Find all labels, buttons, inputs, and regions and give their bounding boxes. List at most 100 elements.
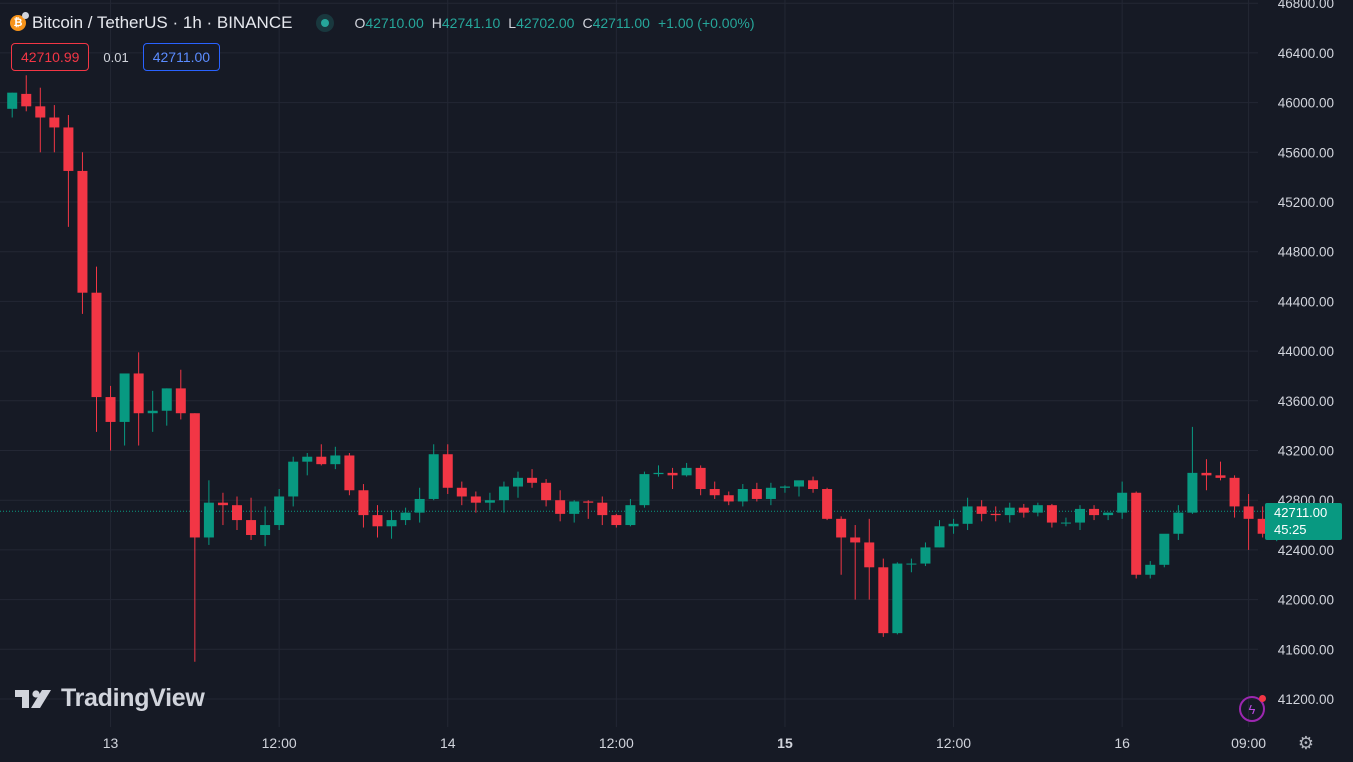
candle[interactable]	[934, 520, 945, 548]
candle[interactable]	[1004, 502, 1015, 523]
candle[interactable]	[920, 542, 931, 567]
candle[interactable]	[91, 266, 102, 432]
candle[interactable]	[1131, 491, 1142, 579]
candle[interactable]	[737, 484, 748, 507]
candle[interactable]	[175, 369, 186, 420]
candle[interactable]	[1018, 503, 1029, 518]
candle[interactable]	[414, 487, 425, 523]
candle[interactable]	[765, 482, 776, 506]
gear-icon[interactable]: ⚙	[1297, 733, 1315, 753]
candle[interactable]	[246, 497, 257, 540]
candle[interactable]	[976, 500, 987, 522]
candle[interactable]	[597, 496, 608, 526]
candle[interactable]	[119, 373, 130, 446]
candle[interactable]	[555, 490, 566, 522]
candle[interactable]	[962, 497, 973, 531]
candle[interactable]	[1075, 505, 1085, 531]
candle[interactable]	[836, 516, 847, 575]
candle[interactable]	[330, 446, 341, 470]
candle[interactable]	[274, 489, 285, 531]
price-axis[interactable]: 41200.0041600.0042000.0042400.0042800.00…	[1278, 0, 1334, 707]
candle[interactable]	[723, 491, 734, 506]
price-tick-label: 46400.00	[1278, 46, 1334, 61]
candle[interactable]	[625, 498, 636, 527]
candle[interactable]	[808, 476, 819, 493]
candle[interactable]	[653, 465, 664, 477]
candle[interactable]	[906, 558, 917, 573]
candle[interactable]	[1089, 505, 1100, 521]
candle[interactable]	[779, 485, 790, 493]
candle[interactable]	[1173, 505, 1184, 540]
candle[interactable]	[1215, 461, 1226, 481]
candle[interactable]	[302, 452, 313, 476]
buy-button[interactable]: 42711.00	[142, 43, 221, 71]
candle[interactable]	[288, 456, 299, 507]
candle[interactable]	[386, 510, 397, 539]
candle[interactable]	[147, 390, 158, 432]
candle[interactable]	[161, 388, 172, 426]
candle[interactable]	[21, 75, 32, 112]
candle[interactable]	[695, 465, 706, 496]
candle[interactable]	[1187, 426, 1198, 514]
candle[interactable]	[709, 481, 720, 499]
candle[interactable]	[344, 452, 355, 496]
candle[interactable]	[611, 513, 622, 528]
candle[interactable]	[1159, 533, 1170, 568]
candle[interactable]	[470, 491, 481, 513]
candle[interactable]	[400, 507, 411, 526]
candle[interactable]	[442, 444, 453, 494]
symbol-title[interactable]: Bitcoin / TetherUS · 1h · BINANCE	[32, 13, 293, 32]
candle[interactable]	[189, 413, 200, 662]
candle[interactable]	[1103, 512, 1114, 521]
candle[interactable]	[35, 87, 46, 153]
candle[interactable]	[133, 352, 144, 446]
sell-button[interactable]: 42710.99	[11, 43, 90, 71]
candle[interactable]	[892, 562, 903, 635]
candle[interactable]	[203, 480, 214, 545]
candle[interactable]	[358, 484, 369, 528]
candle[interactable]	[878, 558, 889, 637]
candle[interactable]	[850, 525, 861, 600]
tradingview-logo[interactable]: TradingView	[15, 684, 205, 713]
candle[interactable]	[1243, 493, 1254, 550]
candle[interactable]	[372, 505, 383, 538]
candle[interactable]	[105, 385, 116, 451]
candle[interactable]	[1145, 561, 1156, 579]
candle[interactable]	[456, 481, 467, 506]
candle[interactable]	[1229, 475, 1240, 518]
candle[interactable]	[484, 492, 495, 511]
candle[interactable]	[77, 152, 88, 314]
candle[interactable]	[751, 482, 762, 502]
candle[interactable]	[513, 471, 523, 498]
candle[interactable]	[1117, 481, 1128, 519]
candle[interactable]	[217, 492, 228, 526]
candle[interactable]	[49, 105, 60, 153]
candle[interactable]	[667, 467, 678, 490]
candle[interactable]	[639, 471, 650, 508]
lightning-icon[interactable]: ϟ	[1239, 695, 1266, 722]
candle[interactable]	[63, 115, 74, 227]
candle[interactable]	[794, 480, 804, 497]
candle[interactable]	[541, 479, 552, 507]
candle[interactable]	[583, 500, 594, 519]
candle[interactable]	[948, 518, 959, 534]
candle[interactable]	[527, 469, 538, 488]
candle[interactable]	[7, 92, 18, 118]
candle[interactable]	[498, 481, 509, 513]
candle[interactable]	[428, 444, 439, 501]
candle[interactable]	[864, 518, 875, 600]
candle[interactable]	[232, 496, 242, 531]
candle[interactable]	[990, 506, 1001, 522]
candle[interactable]	[1046, 503, 1057, 528]
candle[interactable]	[681, 462, 692, 477]
candle[interactable]	[1060, 517, 1071, 527]
time-axis[interactable]: 13 12:00 14 12:00 15 12:00 16 09:00	[103, 735, 1267, 751]
candle[interactable]	[260, 506, 271, 547]
candle[interactable]	[822, 487, 833, 521]
candle[interactable]	[569, 500, 580, 523]
candle[interactable]	[1032, 502, 1043, 517]
candle[interactable]	[1257, 506, 1268, 538]
candle[interactable]	[1201, 459, 1212, 491]
candle[interactable]	[316, 444, 327, 466]
